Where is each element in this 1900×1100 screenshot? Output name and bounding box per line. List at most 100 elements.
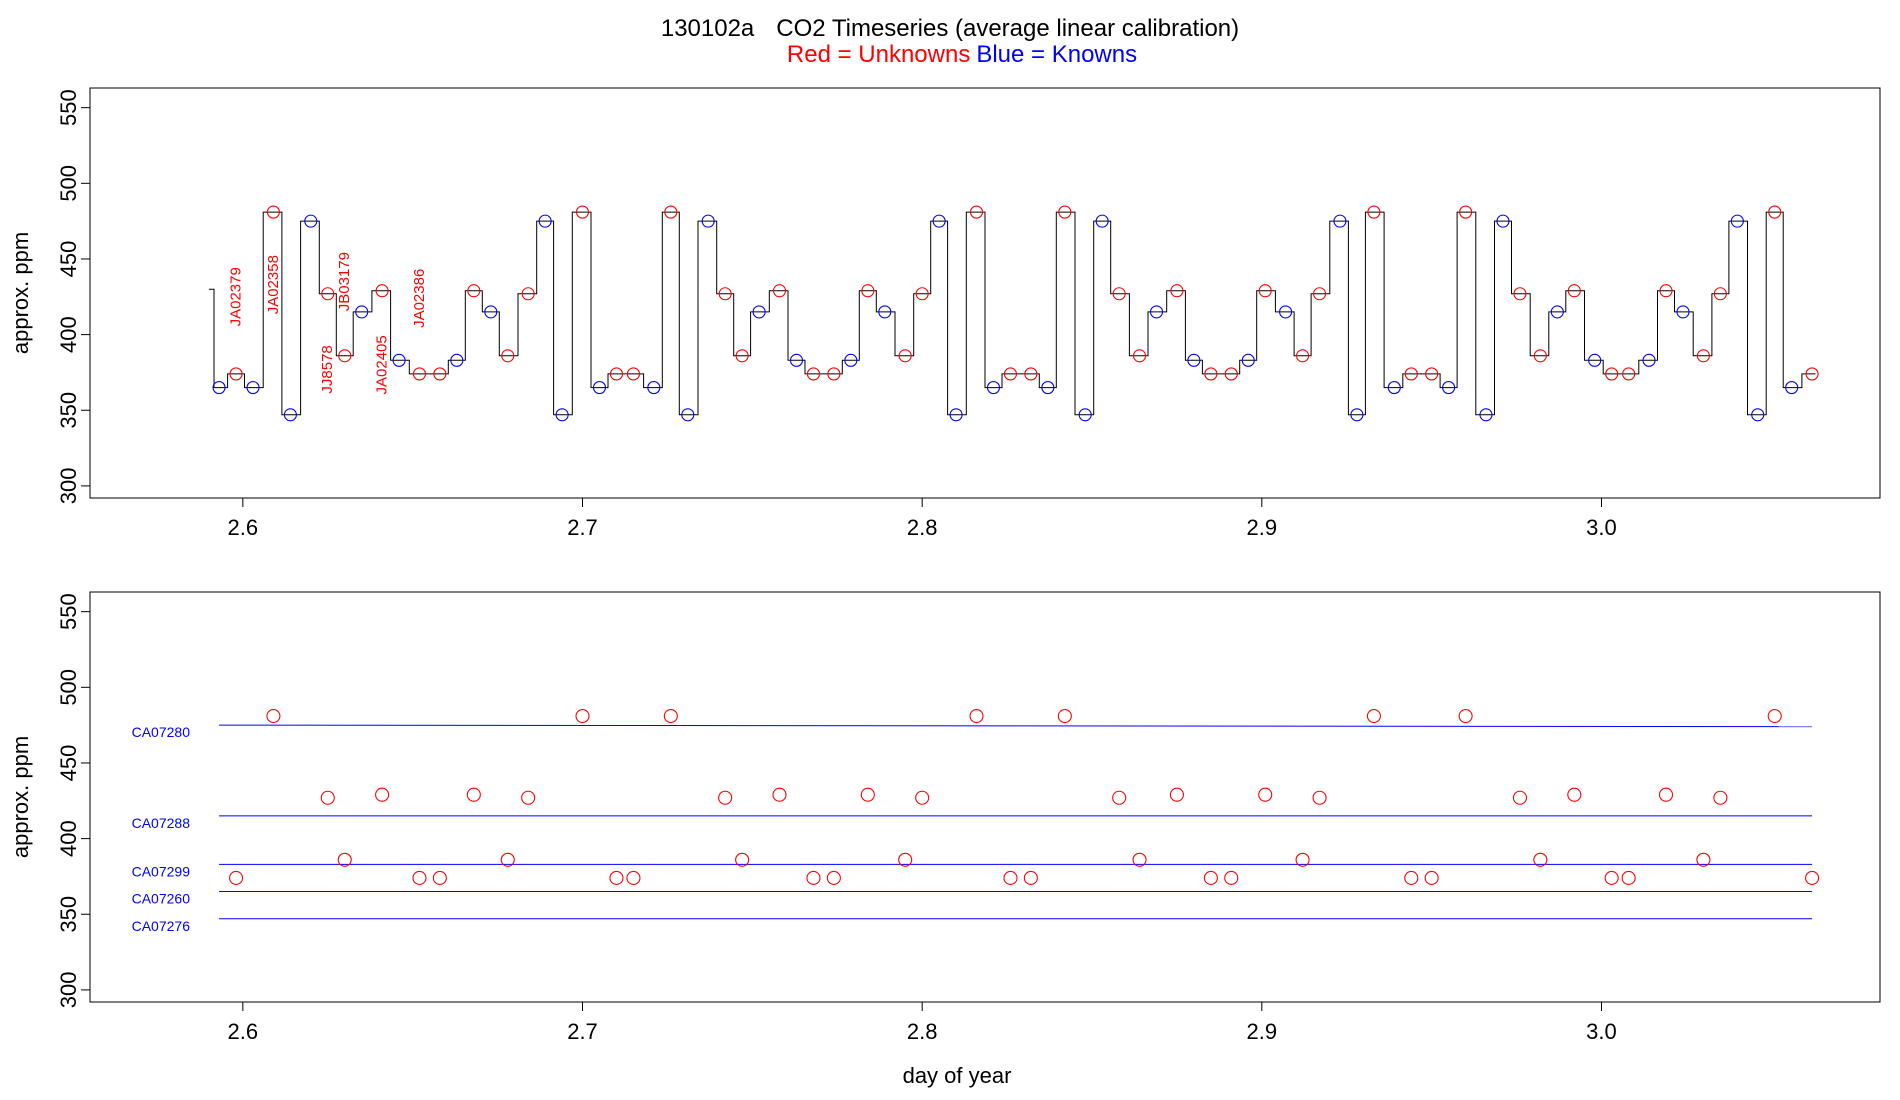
unknown-point: [1132, 349, 1147, 363]
known-point: [555, 408, 569, 422]
unknown-point: [861, 284, 875, 298]
known-point: [701, 214, 715, 228]
unknown-point: [1567, 284, 1581, 298]
unknown-point: [1003, 870, 1018, 885]
calibration-label: CA07260: [132, 891, 191, 907]
calibration-label: CA07288: [132, 815, 191, 831]
unknown-point: [1805, 367, 1819, 381]
known-point: [304, 214, 318, 228]
known-point: [1496, 214, 1510, 228]
unknown-point: [1224, 870, 1239, 885]
unknown-point: [521, 287, 535, 301]
x-tick-label: 3.0: [1586, 1019, 1617, 1044]
unknown-point: [1621, 870, 1636, 885]
unknown-point: [1696, 852, 1711, 867]
known-point: [484, 305, 498, 319]
y-tick-label: 550: [56, 89, 81, 126]
y-axis-title: approx. ppm: [8, 232, 33, 354]
known-point: [1333, 214, 1347, 228]
unknown-point: [1696, 349, 1710, 363]
unknown-point: [1366, 709, 1381, 724]
unknown-point: [898, 852, 913, 867]
unknown-point: [772, 787, 787, 802]
known-point: [1676, 305, 1690, 319]
y-tick-label: 500: [56, 669, 81, 706]
unknown-point: [1533, 349, 1547, 363]
y-tick-label: 350: [56, 392, 81, 429]
known-point: [1785, 381, 1799, 395]
unknown-point: [521, 790, 536, 805]
known-point: [538, 214, 552, 228]
x-tick-label: 3.0: [1586, 515, 1617, 540]
unknown-point: [1713, 287, 1727, 301]
unknown-point: [1258, 787, 1273, 802]
sample-label: JA02405: [374, 335, 391, 394]
co2-trace: [208, 211, 1816, 416]
unknown-point: [1604, 870, 1619, 885]
unknown-point: [1023, 870, 1038, 885]
unknown-point: [466, 787, 481, 802]
unknown-point: [1367, 205, 1381, 219]
unknown-point: [626, 367, 641, 381]
x-tick-label: 2.7: [567, 1019, 598, 1044]
y-tick-label: 500: [56, 165, 81, 202]
known-point: [1241, 353, 1255, 367]
unknown-point: [915, 287, 929, 301]
unknown-point: [1112, 790, 1127, 805]
known-point: [212, 381, 226, 395]
y-tick-label: 350: [56, 896, 81, 933]
unknown-point: [412, 367, 427, 381]
sample-label: JA02379: [228, 267, 245, 326]
unknown-point: [1424, 870, 1439, 885]
x-tick-label: 2.8: [907, 515, 938, 540]
unknown-point: [664, 205, 678, 219]
unknown-point: [338, 349, 352, 363]
known-point: [246, 381, 260, 395]
unknown-point: [266, 205, 280, 219]
plot-frame: [89, 87, 1881, 499]
known-point: [1479, 408, 1493, 422]
calibration-label: CA07276: [132, 918, 191, 934]
x-tick-label: 2.9: [1247, 515, 1278, 540]
unknown-markers: [229, 709, 1820, 885]
unknown-point: [1404, 870, 1419, 885]
unknown-point: [433, 367, 447, 381]
calibration-label: CA07299: [132, 863, 191, 879]
legend-blue-label: Blue = Knowns: [976, 41, 1137, 68]
timeseries-panel: 300 350 400 450 500 550 2.6 2.7 2.8 2.9 3.0 JA0237…: [8, 87, 1881, 540]
x-tick-label: 2.7: [567, 515, 598, 540]
known-point: [1642, 353, 1656, 367]
trace-line: [208, 211, 1816, 416]
sample-label: JA02358: [265, 255, 282, 314]
unknown-point: [375, 787, 390, 802]
x-tick-label: 2.6: [228, 1019, 259, 1044]
y-tick-label: 400: [56, 820, 81, 857]
unknown-point: [1659, 284, 1673, 298]
y-tick-label: 400: [56, 316, 81, 353]
y-axis-title: approx. ppm: [8, 736, 33, 858]
sample-label: JA02386: [411, 269, 428, 328]
unknown-point: [1313, 287, 1327, 301]
unknown-point: [806, 367, 821, 381]
known-point: [986, 381, 1001, 395]
y-tick-label: 450: [56, 745, 81, 782]
calibration-panel: 300 350 400 450 500 550 2.6 2.7 2.8 2.9 3.0 CA0728…: [8, 591, 1881, 1088]
unknown-point: [969, 709, 984, 724]
known-point: [355, 305, 369, 319]
unknown-point: [337, 852, 352, 867]
unknown-point: [229, 367, 243, 381]
axes: 300 350 400 450 500 550 2.6 2.7 2.8 2.9 3.0: [56, 89, 1617, 540]
known-point: [949, 408, 963, 422]
x-tick-label: 2.9: [1247, 1019, 1278, 1044]
unknown-point: [735, 852, 750, 867]
unknown-point: [1312, 790, 1327, 805]
unknown-point: [412, 870, 427, 885]
unknown-point: [969, 205, 984, 219]
unknown-point: [1024, 367, 1038, 381]
unknown-point: [266, 709, 281, 724]
unknown-point: [500, 852, 515, 867]
known-point: [789, 353, 804, 367]
known-point: [878, 305, 892, 319]
sample-labels: JA02379 JA02358 JJ8578 JB03179 JA02405 JA0238…: [228, 252, 428, 394]
